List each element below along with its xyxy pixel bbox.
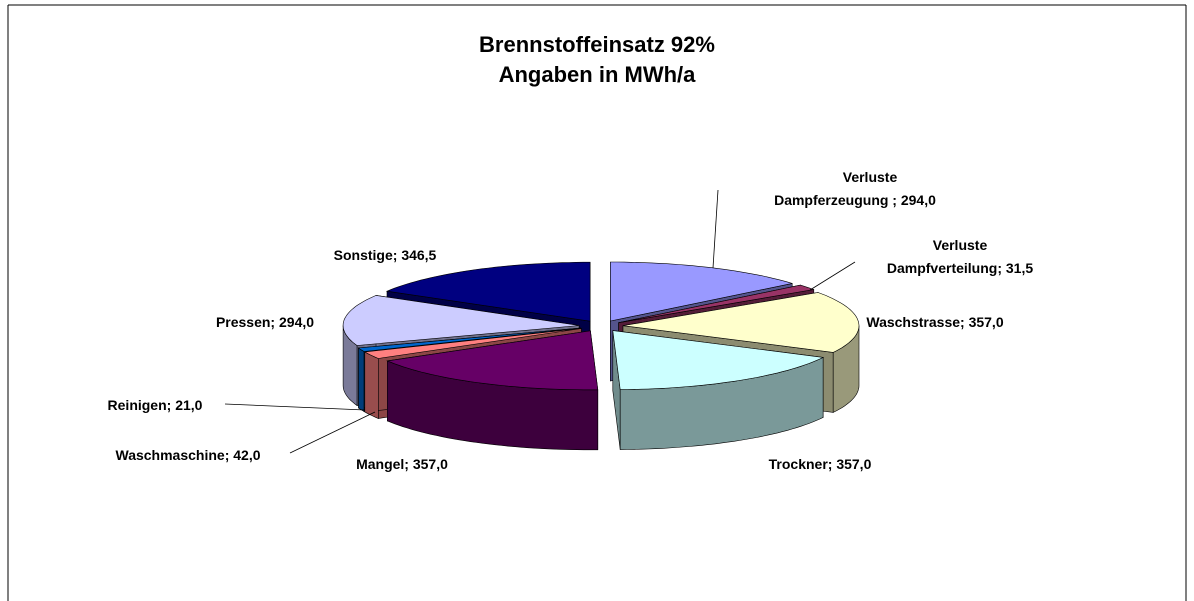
category-label: Waschstrasse;	[866, 314, 964, 330]
slice-top	[385, 261, 591, 322]
data-label: Mangel; 357,0	[356, 456, 448, 472]
slice-side	[358, 347, 365, 413]
data-label: Sonstige; 346,5	[334, 247, 437, 263]
category-label: Trockner;	[769, 456, 833, 472]
category-label-rest: Dampferzeugung ;	[774, 192, 897, 208]
data-label: Trockner; 357,0	[769, 456, 872, 472]
pie	[342, 261, 860, 451]
slice-top	[357, 327, 581, 352]
slice-top	[342, 295, 580, 346]
chart-subtitle: Angaben in MWh/a	[499, 62, 697, 87]
category-label: Verluste	[843, 169, 898, 185]
category-label: Verluste	[933, 237, 988, 253]
value-label: 357,0	[836, 456, 871, 472]
chart-title: Brennstoffeinsatz 92%	[479, 32, 715, 57]
data-label: Waschstrasse; 357,0	[866, 314, 1003, 330]
slice-top	[363, 328, 582, 359]
data-label: Verluste Dampferzeugung ; 294,0	[774, 169, 936, 208]
value-label: 357,0	[413, 456, 448, 472]
slice	[612, 330, 825, 450]
data-label: Pressen; 294,0	[216, 314, 314, 330]
data-label: Waschmaschine; 42,0	[116, 447, 261, 463]
slice-top	[612, 330, 825, 390]
leader-line	[809, 261, 856, 291]
slice-side	[364, 351, 379, 419]
slice-top	[618, 284, 814, 323]
leader-line	[289, 411, 376, 454]
category-label: Reinigen;	[108, 397, 172, 413]
value-label: 21,0	[175, 397, 202, 413]
value-label: 294,0	[901, 192, 936, 208]
leader-line	[224, 403, 366, 411]
category-label: Sonstige;	[334, 247, 398, 263]
category-label: Mangel;	[356, 456, 409, 472]
value-label: 294,0	[279, 314, 314, 330]
category-label: Waschmaschine;	[116, 447, 230, 463]
leader-line	[712, 189, 719, 269]
slice-top	[386, 330, 599, 391]
slice	[386, 330, 599, 451]
category-label-rest: Dampfverteilung;	[887, 260, 1002, 276]
value-label: 346,5	[401, 247, 436, 263]
category-label: Pressen;	[216, 314, 275, 330]
slice-top	[622, 292, 860, 353]
value-label: 357,0	[969, 314, 1004, 330]
value-label: 42,0	[233, 447, 260, 463]
slice-top	[610, 261, 793, 322]
data-label: Reinigen; 21,0	[108, 397, 203, 413]
value-label: 31,5	[1006, 260, 1033, 276]
data-label: Verluste Dampfverteilung; 31,5	[887, 237, 1033, 276]
